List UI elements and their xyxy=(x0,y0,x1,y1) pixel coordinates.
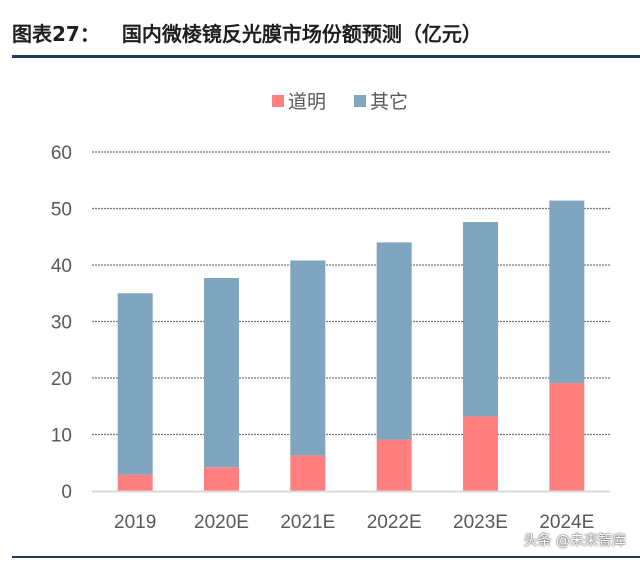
legend-label: 其它 xyxy=(370,91,408,113)
bar-segment xyxy=(549,200,585,384)
bar-segment xyxy=(290,260,326,456)
bar-segment xyxy=(549,383,585,491)
y-tick-label: 50 xyxy=(51,200,72,221)
figure-title: 国内微棱镜反光膜市场份额预测（亿元） xyxy=(121,22,482,46)
bar-segment xyxy=(376,242,412,440)
title-rule xyxy=(12,55,640,58)
y-tick-label: 40 xyxy=(51,256,72,277)
figure-label: 图表27： xyxy=(12,22,100,46)
x-tick-label: 2021E xyxy=(280,512,335,533)
bar-segment xyxy=(463,416,498,491)
bar-segment xyxy=(463,222,498,417)
bar-segment xyxy=(117,293,153,475)
bottom-rule xyxy=(12,556,640,558)
legend-swatch xyxy=(272,95,284,107)
legend-label: 道明 xyxy=(288,91,326,113)
x-tick-label: 2020E xyxy=(194,512,249,533)
legend-swatch xyxy=(354,95,366,107)
x-tick-label: 2024E xyxy=(539,512,594,533)
x-tick-label: 2023E xyxy=(453,512,508,533)
chart-title: 图表27： 国内微棱镜反光膜市场份额预测（亿元） xyxy=(12,18,482,47)
watermark: 头条 @未来智库 xyxy=(523,533,626,549)
bar-segment xyxy=(290,455,326,491)
bar-segment xyxy=(204,467,239,491)
bar-segment xyxy=(204,277,239,468)
y-tick-label: 10 xyxy=(51,426,72,447)
bar-segment xyxy=(376,439,412,491)
y-tick-label: 60 xyxy=(51,143,72,164)
y-tick-label: 30 xyxy=(51,313,72,334)
x-tick-label: 2019 xyxy=(114,512,156,533)
bar-segment xyxy=(117,474,153,491)
y-tick-label: 20 xyxy=(51,369,72,390)
x-tick-label: 2022E xyxy=(367,512,422,533)
y-tick-label: 0 xyxy=(61,482,72,503)
